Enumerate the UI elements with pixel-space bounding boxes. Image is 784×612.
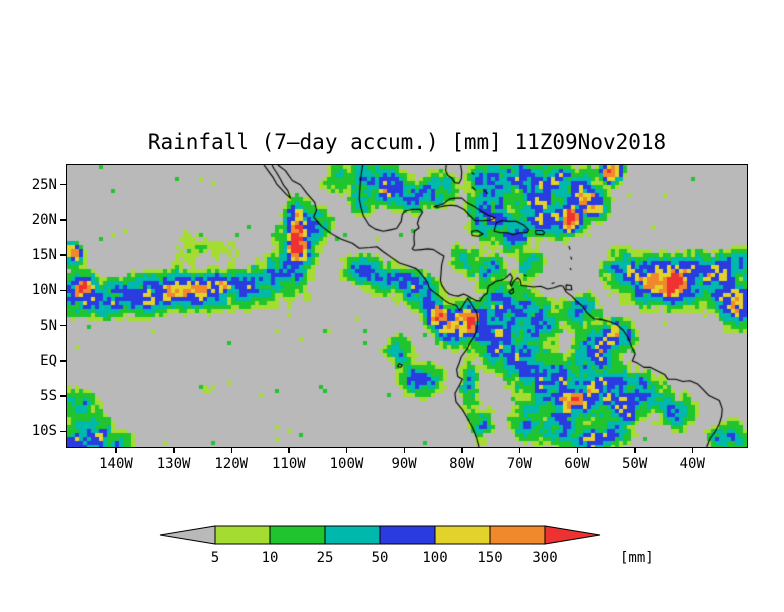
lat-tick-mark <box>60 289 67 292</box>
colorbar-bin <box>269 525 326 545</box>
lat-tick-label: 15N <box>31 247 57 264</box>
colorbar-tick-label: 50 <box>372 550 389 566</box>
lat-tick-mark <box>60 324 67 327</box>
lon-tick-mark <box>576 447 578 453</box>
lon-tick-mark <box>288 447 290 453</box>
lon-tick-mark <box>173 447 175 453</box>
lon-tick-label: 70W <box>506 456 532 472</box>
lat-tick-label: 5S <box>40 388 57 405</box>
lon-tick-mark <box>691 447 694 453</box>
lon-tick-label: 140W <box>99 456 133 472</box>
lat-tick-label: 10N <box>31 282 57 299</box>
lon-tick-label: 90W <box>391 456 417 472</box>
lat-tick-label: 10S <box>31 423 57 440</box>
lon-tick-mark <box>518 447 521 453</box>
colorbar-tick-label: 25 <box>317 550 334 566</box>
lon-tick-label: 100W <box>329 456 364 472</box>
lon-tick-label: 80W <box>449 456 475 472</box>
lon-tick-label: 60W <box>564 456 590 472</box>
lat-tick-mark <box>60 430 67 433</box>
lat-tick-mark <box>60 219 67 221</box>
colorbar-tick-label: 10 <box>262 550 279 566</box>
colorbar-bin <box>434 525 491 545</box>
lat-tick-label: EQ <box>40 352 57 369</box>
lon-tick-label: 50W <box>621 456 648 472</box>
lat-tick-mark <box>60 254 67 256</box>
chart-title: Rainfall (7–day accum.) [mm] 11Z09Nov201… <box>147 130 667 154</box>
lat-tick-mark <box>60 183 67 186</box>
colorbar-bin <box>379 525 436 545</box>
lon-tick-mark <box>634 447 636 453</box>
lon-tick-mark <box>403 447 406 453</box>
lon-tick-mark <box>230 447 233 453</box>
rainfall-map-canvas <box>67 165 747 447</box>
lon-tick-label: 120W <box>214 456 249 472</box>
lon-tick-label: 130W <box>156 456 191 472</box>
colorbar-bin <box>324 525 381 545</box>
lat-tick-label: 5N <box>40 317 57 334</box>
colorbar-svg: 5 10 25 50 100 150 300 [mm] <box>159 525 654 566</box>
colorbar-tick-label: 150 <box>477 550 502 566</box>
colorbar-bin <box>489 525 546 545</box>
lat-tick-label: 25N <box>31 176 57 193</box>
lat-tick-mark <box>60 360 67 362</box>
lat-tick-mark <box>60 395 67 397</box>
colorbar-tick-label: 300 <box>532 550 557 566</box>
colorbar-units-label: [mm] <box>620 550 654 566</box>
colorbar-low-arrow <box>159 525 216 545</box>
colorbar-bin <box>214 525 271 545</box>
lon-tick-mark <box>461 447 463 453</box>
colorbar-tick-label: 5 <box>211 550 219 566</box>
lon-tick-label: 110W <box>272 456 306 472</box>
lon-tick-label: 40W <box>679 456 705 472</box>
colorbar-high-arrow <box>544 525 601 545</box>
colorbar-tick-label: 100 <box>422 550 447 566</box>
colorbar: 5 10 25 50 100 150 300 [mm] <box>158 524 718 570</box>
map-frame <box>66 164 748 448</box>
lon-tick-mark <box>345 447 348 453</box>
lat-tick-label: 20N <box>31 211 57 228</box>
lon-tick-mark <box>115 447 117 453</box>
